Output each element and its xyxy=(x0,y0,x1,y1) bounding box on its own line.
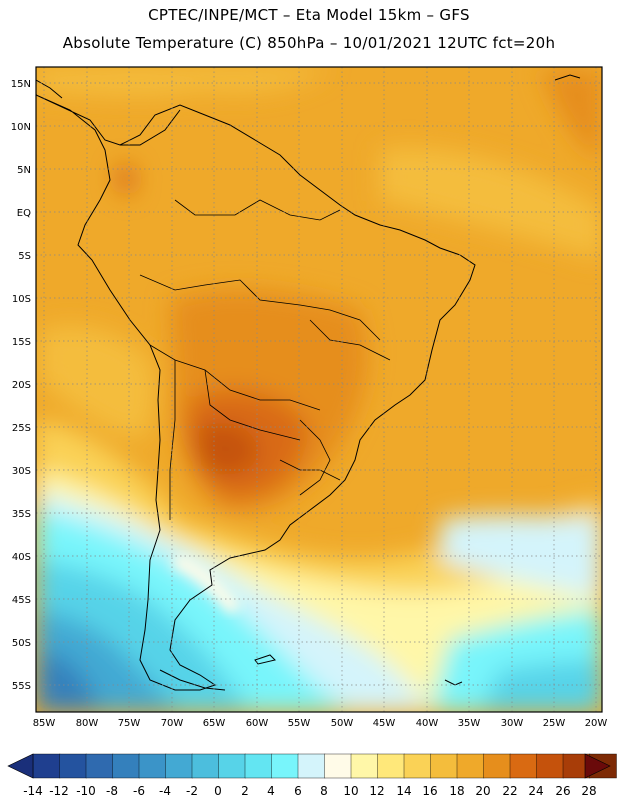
colorbar-label: 8 xyxy=(320,784,328,798)
colorbar-label: -2 xyxy=(186,784,198,798)
lat-label: 10N xyxy=(11,122,31,133)
colorbar-swatch xyxy=(430,753,458,779)
colorbar-labels: -14 -12 -10 -8 -6 -4 -2 0 2 4 6 8 10 12 … xyxy=(23,784,596,798)
lon-label: 50W xyxy=(331,718,354,729)
lon-label: 70W xyxy=(161,718,184,729)
colorbar-swatch xyxy=(297,753,326,779)
lat-label: 30S xyxy=(12,466,31,477)
colorbar-high-arrow xyxy=(584,753,611,779)
lon-label: 65W xyxy=(203,718,226,729)
colorbar-label: 12 xyxy=(369,784,384,798)
colorbar-label: -10 xyxy=(76,784,96,798)
colorbar: -14 -12 -10 -8 -6 -4 -2 0 2 4 6 8 10 12 … xyxy=(7,753,617,798)
colorbar-swatch xyxy=(324,753,352,779)
temperature-map: 15N 10N 5N EQ 5S 10S 15S 20S 25S 30S 35S… xyxy=(11,66,608,729)
lat-label: 20S xyxy=(12,380,31,391)
colorbar-swatch xyxy=(483,753,511,779)
colorbar-label: 4 xyxy=(267,784,275,798)
lon-label: 85W xyxy=(33,718,56,729)
colorbar-label: 20 xyxy=(475,784,490,798)
colorbar-swatch xyxy=(271,753,299,779)
colorbar-low-arrow xyxy=(7,753,34,779)
longitude-labels: 85W 80W 75W 70W 65W 60W 55W 50W 45W 40W … xyxy=(33,718,608,729)
lon-label: 20W xyxy=(585,718,608,729)
colorbar-swatch xyxy=(138,753,167,779)
lat-label: 35S xyxy=(12,509,31,520)
chart-subtitle: Absolute Temperature (C) 850hPa – 10/01/… xyxy=(62,34,556,52)
colorbar-label: 14 xyxy=(396,784,411,798)
colorbar-swatch xyxy=(85,753,114,779)
colorbar-label: 24 xyxy=(528,784,543,798)
colorbar-swatch xyxy=(112,753,140,779)
colorbar-label: 2 xyxy=(241,784,249,798)
colorbar-label: 26 xyxy=(555,784,570,798)
lat-label: 15N xyxy=(11,79,31,90)
lon-label: 75W xyxy=(118,718,141,729)
lon-label: 30W xyxy=(501,718,524,729)
colorbar-label: 18 xyxy=(449,784,464,798)
chart-title: CPTEC/INPE/MCT – Eta Model 15km – GFS xyxy=(148,6,470,24)
temperature-field xyxy=(36,67,602,712)
colorbar-swatch xyxy=(377,753,405,779)
colorbar-swatch xyxy=(536,753,564,779)
colorbar-swatch xyxy=(244,753,273,779)
lat-label: 55S xyxy=(12,681,31,692)
colorbar-swatch xyxy=(218,753,246,779)
latitude-labels: 15N 10N 5N EQ 5S 10S 15S 20S 25S 30S 35S… xyxy=(11,79,31,692)
colorbar-swatches xyxy=(32,753,617,779)
lon-label: 35W xyxy=(458,718,481,729)
colorbar-label: 6 xyxy=(294,784,302,798)
lon-label: 45W xyxy=(373,718,396,729)
lon-label: 80W xyxy=(76,718,99,729)
lon-label: 55W xyxy=(288,718,311,729)
colorbar-label: 16 xyxy=(422,784,437,798)
colorbar-label: -8 xyxy=(106,784,118,798)
colorbar-swatch xyxy=(350,753,379,779)
colorbar-label: -4 xyxy=(159,784,171,798)
country-borders xyxy=(139,199,391,520)
colorbar-swatch xyxy=(32,753,61,779)
map-frame xyxy=(35,66,603,713)
colorbar-label: 0 xyxy=(214,784,222,798)
lon-label: 60W xyxy=(246,718,269,729)
lat-label: 10S xyxy=(12,294,31,305)
colorbar-swatch xyxy=(509,753,538,779)
colorbar-label: 10 xyxy=(343,784,358,798)
colorbar-label: 28 xyxy=(581,784,596,798)
colorbar-swatch xyxy=(191,753,220,779)
colorbar-label: 22 xyxy=(502,784,517,798)
lat-label: 50S xyxy=(12,638,31,649)
lon-label: 25W xyxy=(543,718,566,729)
colorbar-label: -6 xyxy=(133,784,145,798)
lat-label: 5N xyxy=(17,165,31,176)
lat-label: EQ xyxy=(17,208,31,219)
lat-label: 25S xyxy=(12,423,31,434)
colorbar-label: -12 xyxy=(49,784,69,798)
colorbar-swatch xyxy=(165,753,193,779)
colorbar-swatch xyxy=(403,753,432,779)
lat-label: 15S xyxy=(12,337,31,348)
colorbar-swatch xyxy=(59,753,87,779)
lat-label: 45S xyxy=(12,595,31,606)
lat-label: 40S xyxy=(12,552,31,563)
lon-label: 40W xyxy=(416,718,439,729)
lat-label: 5S xyxy=(18,251,31,262)
colorbar-label: -14 xyxy=(23,784,43,798)
colorbar-swatch xyxy=(456,753,485,779)
